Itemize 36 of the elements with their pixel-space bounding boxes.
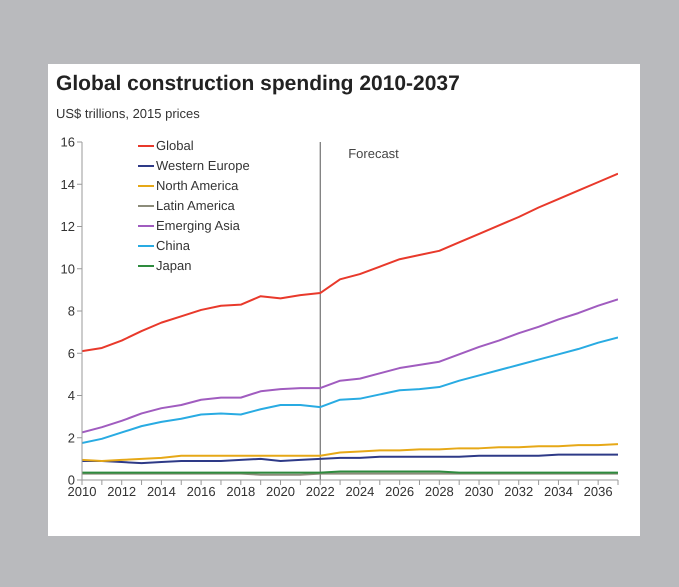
legend-label: Japan — [156, 257, 192, 275]
x-tick-label: 2028 — [424, 484, 454, 500]
y-tick-label: 8 — [68, 304, 75, 319]
x-tick-label: 2032 — [504, 484, 534, 500]
x-tick-label: 2026 — [385, 484, 414, 500]
y-tick-label: 6 — [68, 346, 75, 361]
x-tick-label: 2014 — [146, 484, 176, 500]
x-tick-label: 2024 — [345, 484, 374, 500]
line-series — [82, 454, 618, 464]
y-tick-label: 2 — [68, 430, 75, 446]
x-tick-label: 2012 — [107, 484, 136, 500]
line-series — [82, 443, 618, 462]
legend-label: Latin America — [156, 197, 235, 215]
y-tick-label: 4 — [68, 388, 75, 404]
legend-label: North America — [156, 177, 238, 195]
line-series — [82, 172, 618, 352]
legend-label: Emerging Asia — [156, 217, 240, 235]
y-tick-label: 12 — [60, 219, 75, 234]
legend-label: Western Europe — [156, 157, 250, 175]
line-series — [82, 336, 618, 444]
ref-line-label: Forecast — [348, 146, 400, 161]
x-tick-label: 2034 — [544, 484, 573, 500]
line-series — [82, 298, 618, 434]
legend-label: China — [156, 237, 190, 255]
x-tick-label: 2036 — [584, 484, 613, 500]
chart-subtitle: US$ trillions, 2015 prices — [56, 106, 200, 121]
x-tick-label: 2016 — [186, 484, 216, 500]
x-tick-label: 2030 — [464, 484, 494, 500]
legend-label: Global — [156, 137, 194, 155]
x-tick-label: 2022 — [306, 484, 335, 500]
x-tick-label: 2020 — [266, 484, 295, 500]
chart-title: Global construction spending 2010-2037 — [56, 72, 460, 96]
y-tick-label: 10 — [60, 261, 75, 276]
x-tick-label: 2018 — [226, 484, 256, 500]
y-tick-label: 16 — [60, 134, 75, 150]
y-tick-label: 14 — [60, 176, 75, 192]
